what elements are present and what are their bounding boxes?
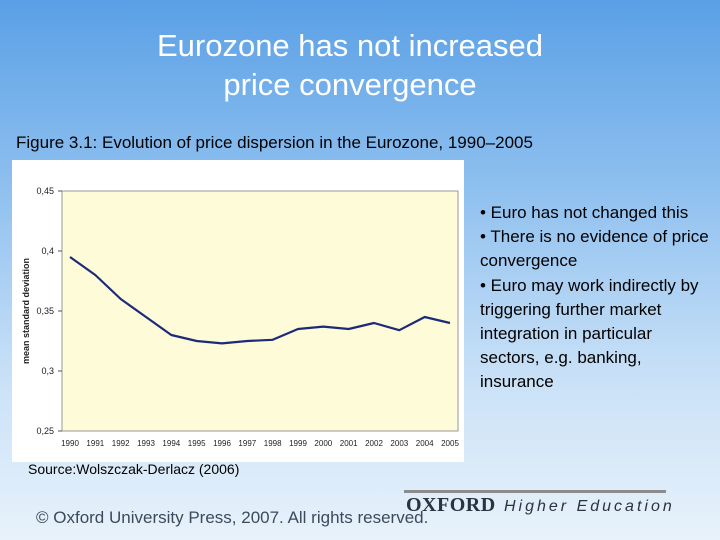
footer-divider — [404, 490, 666, 493]
x-tick-label: 1998 — [264, 439, 282, 448]
y-tick-label: 0,45 — [36, 186, 54, 196]
chart-container: 0,25 0,3 0,35 0,4 0,45 1990 1991 1992 1993 1994 19… — [12, 160, 464, 462]
y-axis-label: mean standard deviation — [21, 258, 31, 364]
slide-title-line-1: Eurozone has not increased — [156, 28, 544, 63]
x-tick-label: 1993 — [137, 439, 155, 448]
slide-title-line-2: price convergence — [223, 67, 477, 102]
y-tick-label: 0,25 — [36, 426, 54, 436]
y-tick-label: 0,35 — [36, 306, 54, 316]
x-tick-label: 2002 — [365, 439, 383, 448]
x-tick-label: 2005 — [441, 439, 459, 448]
bullet-item-1: • Euro has not changed this — [480, 203, 689, 222]
oxford-logo: OXFORD — [406, 494, 496, 516]
bullet-list: • Euro has not changed this • There is n… — [480, 201, 712, 395]
source-note: Source:Wolszczak-Derlacz (2006) — [28, 461, 240, 477]
bullet-item-3: • Euro may work indirectly by triggering… — [480, 275, 699, 392]
x-tick-label: 2004 — [416, 439, 434, 448]
x-tick-label: 1995 — [188, 439, 206, 448]
plot-area — [61, 190, 459, 432]
x-tick-label: 1997 — [238, 439, 256, 448]
x-tick-label: 1991 — [86, 439, 104, 448]
x-tick-label: 1990 — [61, 439, 79, 448]
figure-caption: Figure 3.1: Evolution of price dispersio… — [16, 133, 533, 152]
x-tick-label: 1992 — [112, 439, 130, 448]
slide-title: Eurozone has not increased price converg… — [90, 26, 610, 104]
bullet-item-2: • There is no evidence of price converge… — [480, 227, 709, 271]
x-tick-label: 2000 — [314, 439, 332, 448]
x-tick-label: 1996 — [213, 439, 231, 448]
copyright-notice: © Oxford University Press, 2007. All rig… — [36, 508, 429, 527]
x-tick-label: 1994 — [162, 439, 180, 448]
x-tick-label: 2001 — [340, 439, 358, 448]
y-tick-label: 0,4 — [41, 246, 54, 256]
line-chart: 0,25 0,3 0,35 0,4 0,45 1990 1991 1992 1993 1994 19… — [21, 186, 459, 448]
x-tick-label: 1999 — [289, 439, 307, 448]
higher-education-label: Higher Education — [504, 498, 675, 515]
y-tick-label: 0,3 — [41, 366, 54, 376]
x-tick-label: 2003 — [390, 439, 408, 448]
series-line — [69, 256, 451, 345]
